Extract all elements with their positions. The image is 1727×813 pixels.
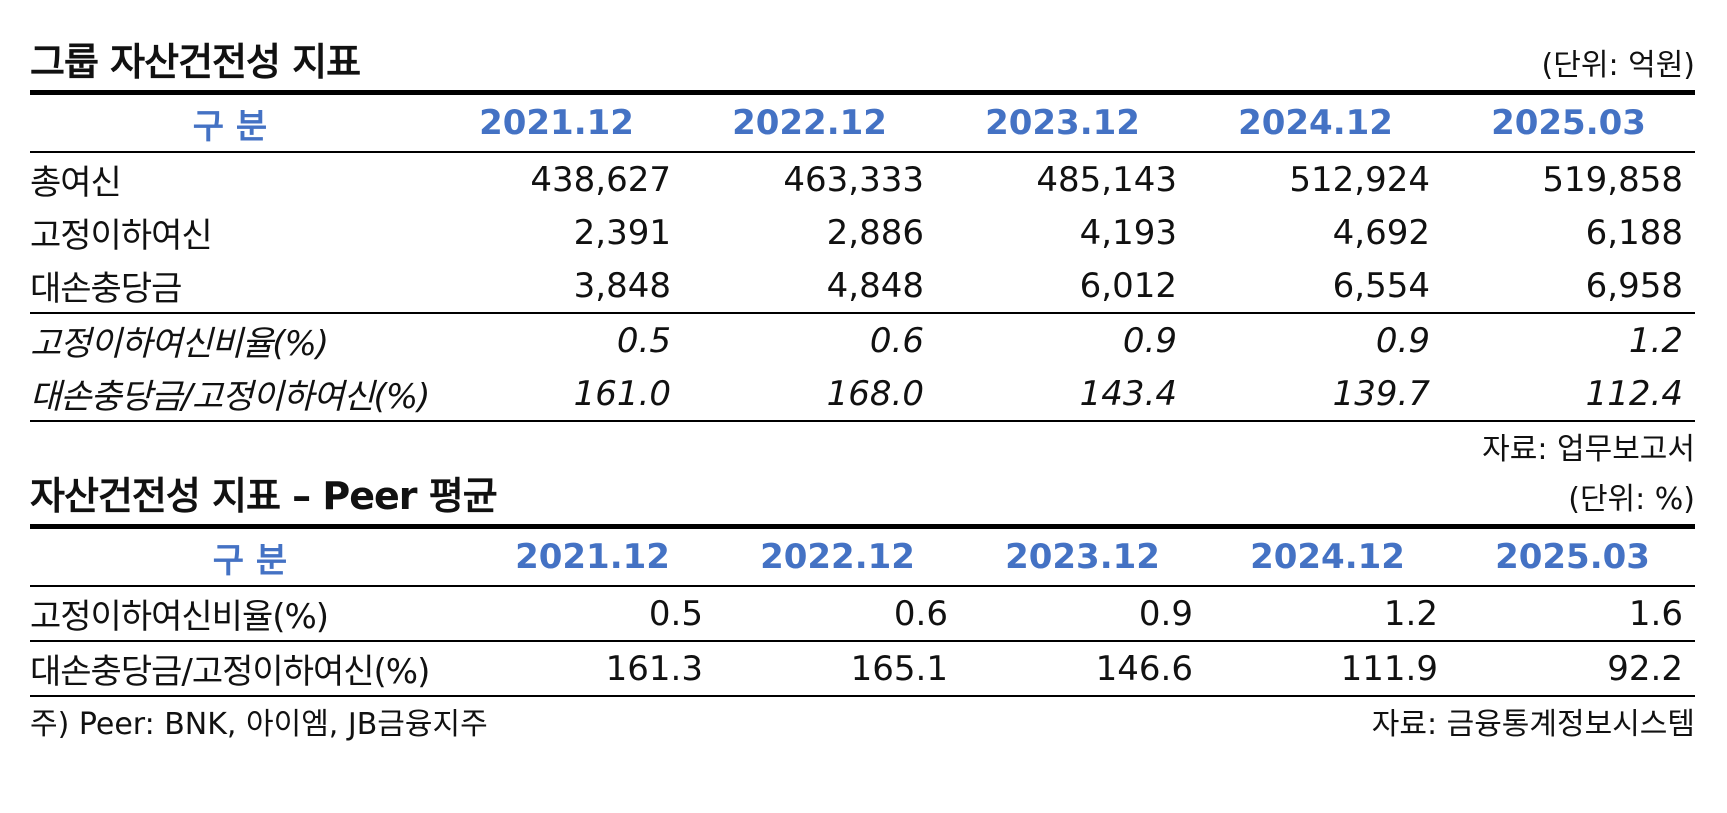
- cell: 4,848: [826, 265, 924, 306]
- table1-header-col: 2023.12: [985, 103, 1140, 143]
- row-label: 총여신: [30, 163, 122, 203]
- cell: 0.6: [893, 593, 948, 634]
- table1-header-category: 구 분: [192, 106, 268, 147]
- cell: 4,193: [1079, 212, 1177, 253]
- cell: 1.2: [1442, 312, 1695, 367]
- row-label: 대손충당금/고정이하여신(%): [30, 367, 430, 422]
- cell: 463,333: [783, 159, 924, 200]
- cell: 438,627: [530, 159, 671, 200]
- cell: 143.4: [936, 367, 1189, 422]
- table-row: 고정이하여신 2,391 2,886 4,193 4,692 6,188: [30, 206, 1695, 259]
- document: 그룹 자산건전성 지표 (단위: 억원) 구 분 2021.12 2022.12…: [30, 0, 1695, 742]
- table1: 구 분 2021.12 2022.12 2023.12 2024.12 2025…: [30, 90, 1695, 422]
- cell: 6,958: [1585, 265, 1683, 306]
- table2-unit: (단위: %): [1568, 482, 1695, 517]
- table2-header-col: 2021.12: [515, 537, 670, 577]
- row-label: 대손충당금: [30, 269, 182, 309]
- table-row: 고정이하여신비율(%) 0.5 0.6 0.9 0.9 1.2: [30, 312, 1695, 367]
- table2-header-col: 2022.12: [760, 537, 915, 577]
- table-row: 대손충당금 3,848 4,848 6,012 6,554 6,958: [30, 259, 1695, 313]
- cell: 146.6: [960, 641, 1205, 697]
- cell: 0.9: [1189, 312, 1442, 367]
- cell: 6,012: [1079, 265, 1177, 306]
- table2: 구 분 2021.12 2022.12 2023.12 2024.12 2025…: [30, 524, 1695, 697]
- table1-header-col: 2021.12: [479, 103, 634, 143]
- table-row: 고정이하여신비율(%) 0.5 0.6 0.9 1.2 1.6: [30, 586, 1695, 641]
- cell: 112.4: [1442, 367, 1695, 422]
- table2-header-col: 2025.03: [1495, 537, 1650, 577]
- cell: 4,692: [1332, 212, 1430, 253]
- table1-header-col: 2022.12: [732, 103, 887, 143]
- cell: 0.6: [683, 312, 936, 367]
- cell: 165.1: [715, 641, 960, 697]
- table-row: 대손충당금/고정이하여신(%) 161.0 168.0 143.4 139.7 …: [30, 367, 1695, 422]
- table2-title: 자산건전성 지표 – Peer 평균: [30, 474, 498, 518]
- cell: 6,188: [1585, 212, 1683, 253]
- cell: 111.9: [1205, 641, 1450, 697]
- cell: 0.5: [648, 593, 703, 634]
- table1-source: 자료: 업무보고서: [1482, 432, 1695, 467]
- cell: 485,143: [1036, 159, 1177, 200]
- row-label: 고정이하여신: [30, 216, 213, 256]
- cell: 161.3: [470, 641, 715, 697]
- cell: 3,848: [573, 265, 671, 306]
- row-label: 고정이하여신비율(%): [30, 597, 329, 637]
- table-row: 총여신 438,627 463,333 485,143 512,924 519,…: [30, 152, 1695, 206]
- table1-title: 그룹 자산건전성 지표: [30, 40, 361, 84]
- cell: 0.9: [1138, 593, 1193, 634]
- cell: 0.5: [430, 312, 683, 367]
- table1-header-col: 2025.03: [1491, 103, 1646, 143]
- table2-source: 자료: 금융통계정보시스템: [1371, 707, 1695, 742]
- cell: 168.0: [683, 367, 936, 422]
- cell: 161.0: [430, 367, 683, 422]
- cell: 1.6: [1628, 593, 1683, 634]
- table1-header-row: 구 분 2021.12 2022.12 2023.12 2024.12 2025…: [30, 92, 1695, 152]
- table1-unit: (단위: 억원): [1541, 48, 1695, 83]
- table1-header-col: 2024.12: [1238, 103, 1393, 143]
- table2-header-col: 2023.12: [1005, 537, 1160, 577]
- cell: 0.9: [936, 312, 1189, 367]
- table1-source-row: 자료: 업무보고서: [30, 422, 1695, 467]
- cell: 519,858: [1542, 159, 1683, 200]
- table2-header-col: 2024.12: [1250, 537, 1405, 577]
- cell: 2,391: [573, 212, 671, 253]
- table2-header-row: 구 분 2021.12 2022.12 2023.12 2024.12 2025…: [30, 526, 1695, 586]
- cell: 1.2: [1383, 593, 1438, 634]
- table-row: 대손충당금/고정이하여신(%) 161.3 165.1 146.6 111.9 …: [30, 641, 1695, 697]
- row-label: 대손충당금/고정이하여신(%): [30, 641, 470, 697]
- cell: 92.2: [1450, 641, 1695, 697]
- cell: 6,554: [1332, 265, 1430, 306]
- table2-footer-row: 주) Peer: BNK, 아이엠, JB금융지주 자료: 금융통계정보시스템: [30, 697, 1695, 742]
- table1-title-row: 그룹 자산건전성 지표 (단위: 억원): [30, 40, 1695, 90]
- row-label: 고정이하여신비율(%): [30, 312, 430, 367]
- cell: 512,924: [1289, 159, 1430, 200]
- table2-header-category: 구 분: [212, 540, 288, 581]
- table2-title-row: 자산건전성 지표 – Peer 평균 (단위: %): [30, 474, 1695, 524]
- cell: 2,886: [826, 212, 924, 253]
- cell: 139.7: [1189, 367, 1442, 422]
- table2-note: 주) Peer: BNK, 아이엠, JB금융지주: [30, 707, 488, 742]
